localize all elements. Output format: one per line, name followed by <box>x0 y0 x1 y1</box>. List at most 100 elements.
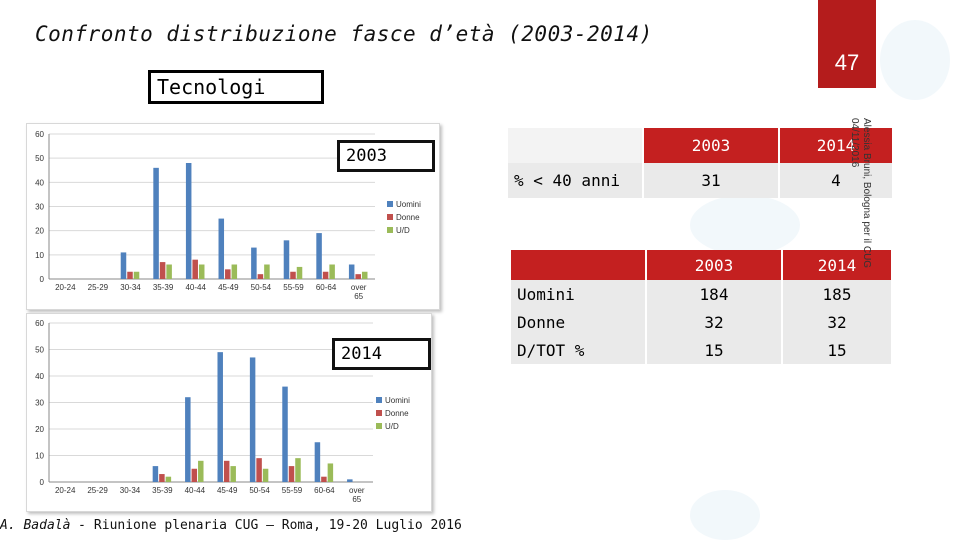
table-cell: 15 <box>783 336 891 364</box>
under-40-table: 2003 2014 % < 40 anni 31 4 <box>506 128 894 198</box>
bar-ud <box>165 476 172 482</box>
bar-ud <box>327 463 334 482</box>
y-tick-label: 0 <box>40 275 45 284</box>
bar-ud <box>166 264 172 279</box>
y-tick-label: 10 <box>35 251 44 260</box>
table-cell: 32 <box>647 308 781 336</box>
x-tick-label: 20-24 <box>55 283 76 292</box>
chart-2003: 0 10 20 30 40 50 60 20-24 25-29 30-34 35-39 40-44 45… <box>35 130 421 301</box>
legend-label: U/D <box>396 226 410 235</box>
y-tick-label: 60 <box>35 319 44 328</box>
table-row: Donne 32 32 <box>511 308 891 336</box>
bar-ud <box>133 271 140 279</box>
x-tick-label: 25-29 <box>87 486 108 495</box>
x-tick-label: 45-49 <box>218 283 239 292</box>
footer-author: A. Badalà - <box>0 518 87 533</box>
bar-uomini <box>185 397 191 482</box>
table-row: Uomini 184 185 <box>511 280 891 308</box>
x-tick-label: 55-59 <box>283 283 304 292</box>
bar-donne <box>159 474 165 482</box>
y-tick-label: 40 <box>35 178 44 187</box>
table-header-cell: 2014 <box>783 250 891 280</box>
row-label: % < 40 anni <box>508 163 642 198</box>
section-label: Tecnologi <box>148 70 324 104</box>
bar-donne <box>256 458 262 482</box>
legend-label: Uomini <box>396 200 421 209</box>
page-number-badge: 47 <box>818 0 876 88</box>
legend-swatch <box>376 410 382 416</box>
bar-ud <box>198 264 205 279</box>
x-tick-label: 65 <box>354 292 363 301</box>
bar-donne <box>288 466 295 482</box>
bar-ud <box>296 266 303 279</box>
bar-donne <box>223 460 230 482</box>
footer: A. Badalà - Riunione plenaria CUG – Roma… <box>0 518 462 533</box>
y-tick-label: 0 <box>40 478 45 487</box>
bar-uomini <box>218 218 225 279</box>
bar-ud <box>361 271 368 279</box>
bar-uomini <box>249 357 256 482</box>
row-label: Uomini <box>511 280 645 308</box>
y-tick-label: 30 <box>35 203 44 212</box>
bar-donne <box>355 274 361 279</box>
table-header-cell: 2014 <box>780 128 892 163</box>
y-tick-label: 30 <box>35 399 44 408</box>
legend-swatch <box>387 214 393 220</box>
y-tick-label: 60 <box>35 130 44 139</box>
x-tick-label: 35-39 <box>152 486 173 495</box>
table-cell: 15 <box>647 336 781 364</box>
table-header-cell: 2003 <box>644 128 778 163</box>
table-cell: 31 <box>644 163 778 198</box>
table-header-cell <box>508 128 642 163</box>
x-tick-label: 65 <box>352 495 361 504</box>
y-tick-label: 10 <box>35 452 44 461</box>
row-label: Donne <box>511 308 645 336</box>
bar-ud <box>198 460 204 482</box>
legend-label: Uomini <box>385 396 410 405</box>
side-credit-date: 04/11/2016 <box>849 118 860 168</box>
bar-uomini <box>152 466 159 482</box>
bar-uomini <box>314 442 321 482</box>
x-tick-label: over <box>349 486 365 495</box>
y-tick-label: 40 <box>35 372 44 381</box>
bar-uomini <box>217 352 223 482</box>
bar-donne <box>257 274 264 279</box>
legend-label: Donne <box>396 213 420 222</box>
bar-uomini <box>185 163 192 279</box>
x-tick-label: 55-59 <box>282 486 303 495</box>
bar-donne <box>192 259 198 279</box>
x-tick-label: 60-64 <box>314 486 335 495</box>
background-decoration <box>880 20 950 100</box>
legend-label: Donne <box>385 409 409 418</box>
legend-label: U/D <box>385 422 399 431</box>
table-cell: 4 <box>780 163 892 198</box>
x-tick-label: 30-34 <box>120 486 141 495</box>
x-tick-label: 20-24 <box>55 486 76 495</box>
y-tick-label: 50 <box>35 346 44 355</box>
bar-donne <box>191 468 198 482</box>
bar-uomini <box>316 233 322 279</box>
bar-uomini <box>347 479 353 482</box>
x-tick-label: 40-44 <box>185 283 206 292</box>
bar-ud <box>230 466 236 482</box>
bar-ud <box>231 264 238 279</box>
x-tick-label: 35-39 <box>153 283 174 292</box>
side-credit: Alessia Bruni, Bologna per il CUG 04/11/… <box>848 118 872 268</box>
row-label: D/TOT % <box>511 336 645 364</box>
table-header-cell <box>511 250 645 280</box>
y-tick-label: 20 <box>35 227 44 236</box>
table-row: % < 40 anni 31 4 <box>508 163 892 198</box>
legend-swatch <box>387 201 393 207</box>
bar-donne <box>225 269 231 279</box>
bar-donne <box>322 271 329 279</box>
x-tick-label: 60-64 <box>316 283 337 292</box>
bar-ud <box>329 264 335 279</box>
bar-uomini <box>251 247 257 279</box>
legend-swatch <box>376 397 382 403</box>
bar-uomini <box>153 167 159 279</box>
bar-donne <box>159 262 166 279</box>
bar-ud <box>295 458 301 482</box>
table-header-cell: 2003 <box>647 250 781 280</box>
background-decoration <box>690 195 800 255</box>
bar-uomini <box>120 252 127 279</box>
